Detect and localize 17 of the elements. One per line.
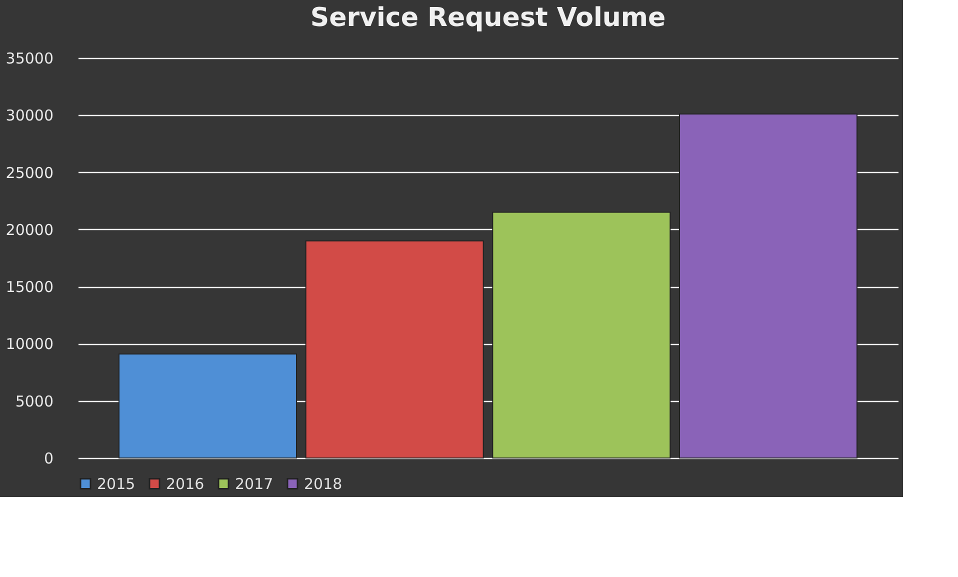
legend-label: 2015 (97, 474, 136, 493)
bar (679, 114, 858, 458)
chart-title: Service Request Volume (310, 3, 666, 33)
bar (118, 354, 297, 458)
y-tick-label: 10000 (6, 335, 54, 354)
legend-label: 2016 (166, 474, 204, 493)
bar (305, 240, 484, 458)
y-tick-label: 0 (44, 450, 54, 468)
legend-label: 2017 (235, 474, 274, 493)
y-tick-label: 35000 (6, 50, 54, 68)
y-tick-label: 5000 (15, 392, 54, 410)
bar (492, 212, 671, 458)
legend-label: 2018 (304, 474, 342, 493)
y-tick-label: 30000 (6, 106, 54, 125)
y-tick-label: 20000 (6, 220, 54, 239)
y-tick-label: 25000 (6, 164, 54, 182)
y-tick-label: 15000 (6, 278, 54, 296)
